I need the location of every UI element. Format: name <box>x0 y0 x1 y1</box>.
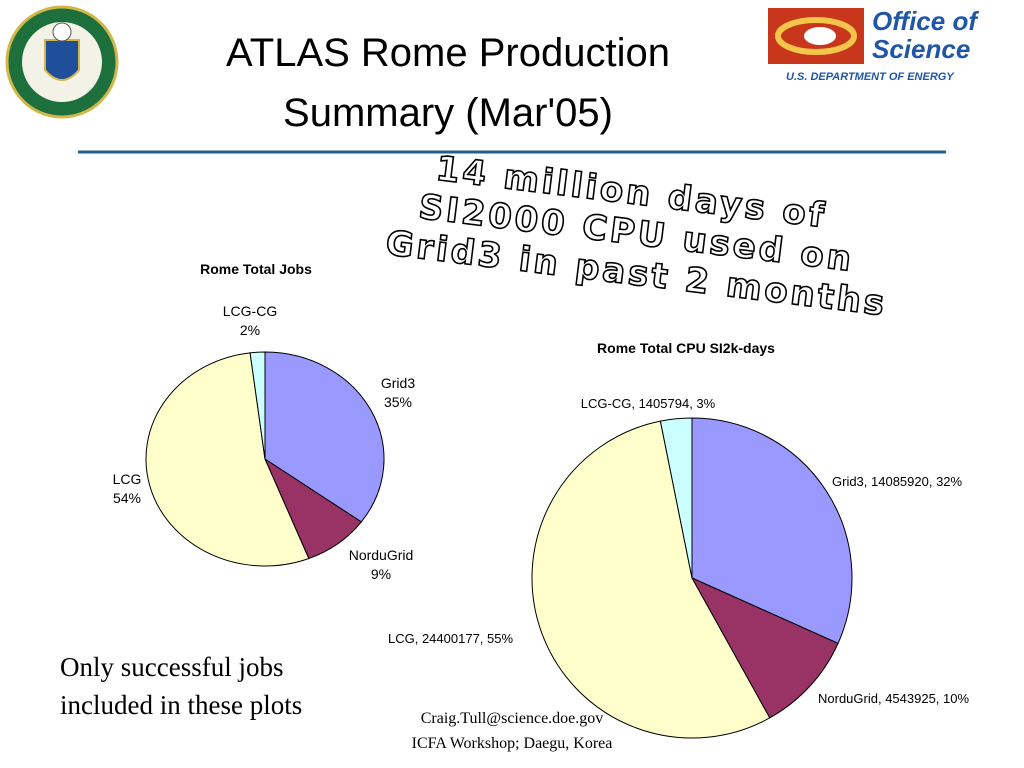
footer: ICFA Workshop; Daegu, Korea <box>412 735 613 752</box>
note: included in these plots <box>60 690 302 720</box>
chart-title: Rome Total CPU SI2k-days <box>597 340 775 356</box>
slice-label: Grid3 <box>381 375 415 391</box>
note: Only successful jobs <box>60 652 283 682</box>
pie-slice <box>691 417 853 645</box>
pie-slice <box>531 420 771 739</box>
logo-department: U.S. DEPARTMENT OF ENERGY <box>786 71 955 83</box>
slide-title: Summary (Mar'05) <box>283 91 613 135</box>
callout: 14 million days of SI2000 CPU used on Gr… <box>383 148 890 325</box>
pie-slice <box>659 417 693 579</box>
logo-text: Office of <box>872 6 979 36</box>
slice-value-label: Grid3, 14085920, 32% <box>832 474 963 489</box>
footer: Craig.Tull@science.doe.gov <box>421 710 604 727</box>
slice-value-label: 54% <box>113 490 141 506</box>
pie-slice <box>145 352 310 567</box>
slice-value-label: LCG-CG, 1405794, 3% <box>581 396 716 411</box>
pie-slice <box>249 351 266 460</box>
office-of-science-logo: Office of Science U.S. DEPARTMENT OF ENE… <box>768 6 979 83</box>
slice-value-label: 9% <box>371 566 391 582</box>
slice-value-label: LCG, 24400177, 55% <box>388 631 513 646</box>
doe-seal <box>5 5 119 119</box>
slice-label: LCG-CG <box>223 303 277 319</box>
pie-slice <box>264 351 385 523</box>
slice-value-label: 2% <box>240 322 260 338</box>
slide-title: ATLAS Rome Production <box>226 31 670 75</box>
slice-value-label: 35% <box>384 394 412 410</box>
logo-text: Science <box>872 34 970 64</box>
chart-title: Rome Total Jobs <box>200 261 312 277</box>
pie-slice <box>690 576 839 719</box>
slice-label: NorduGrid <box>349 547 414 563</box>
slice-label: LCG <box>113 471 142 487</box>
slice-value-label: NorduGrid, 4543925, 10% <box>818 691 969 706</box>
